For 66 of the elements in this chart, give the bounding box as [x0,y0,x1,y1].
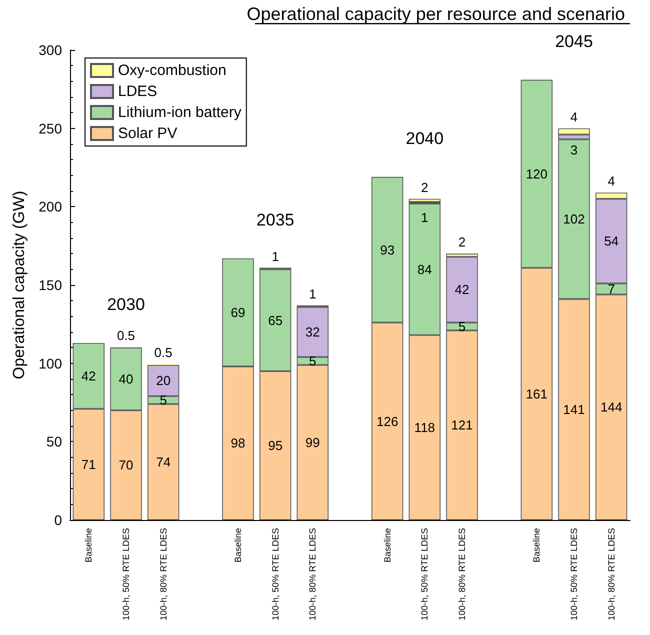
data-label: 144 [600,400,622,415]
data-label: 4 [570,109,578,124]
y-tick-label: 250 [38,120,62,136]
x-tick-label: Baseline [233,528,243,563]
legend-label: Solar PV [118,125,178,142]
data-label: 118 [414,420,436,436]
legend-label: Lithium-ion battery [118,104,242,121]
x-tick-label: 100-h, 50% RTE LDES [121,528,131,620]
data-label: 74 [156,454,171,470]
data-label: 161 [526,386,548,402]
data-label: 69 [230,304,246,320]
annotation: 2045 [555,32,593,51]
legend-label: Oxy-combustion [118,62,226,79]
legend-label: LDES [118,83,158,100]
x-tick-label: 100-h, 50% RTE LDES [569,528,579,620]
data-label: 20 [156,373,171,388]
x-tick-label: 100-h, 80% RTE LDES [606,528,616,620]
data-label: 0.5 [116,328,136,343]
x-tick-label: Baseline [532,528,542,563]
data-label: 99 [305,434,320,450]
data-label: 120 [526,166,548,182]
data-label: 5 [309,353,316,368]
y-tick-label: 200 [38,198,62,215]
y-tick-label: 150 [38,277,62,293]
data-label: 84 [417,262,432,277]
data-label: 93 [380,242,395,258]
data-label: 2 [421,180,428,195]
data-label: 126 [376,414,398,429]
x-tick-label: 100-h, 50% RTE LDES [270,528,280,620]
annotation: 2035 [256,210,294,230]
y-tick-label: 0 [54,512,62,528]
x-tick-label: Baseline [84,528,94,563]
data-label: 1 [309,286,316,302]
data-label: 95 [268,438,283,454]
annotation: 2030 [107,294,145,314]
data-label: 141 [563,402,585,418]
y-tick-label: 50 [46,434,62,450]
x-tick-label: 100-h, 80% RTE LDES [158,528,168,620]
x-tick-label: 100-h, 50% RTE LDES [420,528,430,620]
data-label: 7 [608,281,615,296]
data-label: 40 [118,372,134,386]
y-tick-label: 100 [38,355,62,372]
x-tick-label: 100-h, 80% RTE LDES [308,528,318,620]
data-label: 71 [81,456,96,472]
data-label: 42 [81,368,96,384]
data-label: 4 [608,174,615,189]
y-axis-title: Operational capacity (GW) [11,190,28,380]
data-label: 5 [458,319,466,334]
chart-title: Operational capacity per resource and scenario [246,4,626,24]
data-label: 2 [458,234,466,250]
annotation: 2040 [406,128,444,148]
data-label: 32 [305,324,320,340]
data-label: 1 [421,210,428,225]
data-label: 42 [454,282,470,298]
data-label: 0.5 [154,345,172,360]
data-label: 1 [272,248,279,264]
data-label: 65 [268,312,283,328]
y-tick-label: 300 [38,42,62,58]
x-tick-label: 100-h, 80% RTE LDES [457,528,467,620]
data-label: 54 [604,234,619,249]
data-label: 3 [570,142,578,158]
data-label: 102 [563,212,585,227]
x-tick-label: Baseline [382,528,392,563]
data-label: 98 [230,436,246,451]
data-label: 121 [451,418,473,433]
data-label: 70 [118,458,134,473]
